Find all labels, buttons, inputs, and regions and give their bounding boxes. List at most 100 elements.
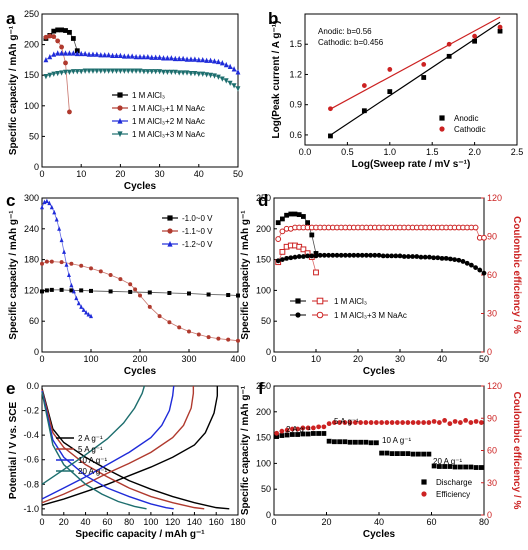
data-point (110, 68, 115, 74)
data-point (431, 255, 436, 261)
data-point (76, 300, 81, 306)
data-point (236, 338, 240, 343)
data-point (421, 420, 427, 425)
data-point (67, 29, 72, 35)
data-point (145, 53, 151, 60)
data-point (121, 68, 127, 74)
y-tick-label: 200 (24, 40, 39, 50)
data-point (63, 60, 68, 66)
x-tick-label: 0 (39, 517, 44, 527)
data-point (497, 28, 503, 34)
annotation: Cathodic: b=0.456 (318, 38, 384, 47)
data-point (157, 69, 162, 75)
data-point (44, 288, 49, 293)
data-point (292, 254, 298, 260)
legend-marker (295, 312, 301, 318)
data-point (292, 211, 298, 217)
data-point (212, 58, 217, 64)
series-0 (328, 21, 503, 139)
data-point (187, 291, 191, 296)
data-point (89, 288, 93, 293)
data-point (223, 61, 229, 68)
data-point (481, 270, 487, 276)
data-point (300, 246, 307, 253)
data-point (313, 253, 319, 259)
x-tick-label: 60 (102, 517, 112, 527)
data-point (188, 70, 194, 77)
data-point (426, 420, 432, 425)
y2-tick-label: 60 (487, 446, 497, 456)
data-point (284, 255, 289, 261)
x-tick-label: 80 (124, 517, 134, 527)
data-point (51, 71, 57, 77)
legend-entry: Cathodic (439, 125, 486, 134)
series-1 (40, 259, 240, 343)
data-point (121, 53, 127, 59)
data-point (309, 253, 315, 259)
data-point (275, 220, 281, 226)
data-point (343, 252, 348, 258)
legend-entry: Anodic (439, 114, 478, 123)
data-point (49, 204, 54, 210)
x-tick-label: 160 (209, 517, 224, 527)
y-axis-label: Specific capacity / mAh g⁻¹ (240, 385, 251, 515)
y-axis-label: Log(Peak current / A g⁻¹) (271, 21, 282, 139)
data-point (86, 312, 91, 317)
data-point (368, 252, 373, 258)
data-point (275, 258, 281, 264)
y-tick-label: 0 (34, 347, 39, 357)
data-point (43, 57, 49, 63)
data-point (316, 431, 322, 436)
data-point (389, 451, 395, 456)
data-point (177, 325, 182, 330)
data-point (226, 293, 231, 298)
data-point (452, 464, 458, 470)
data-point (389, 420, 395, 425)
x-tick-label: 10 (76, 169, 86, 179)
data-point (216, 74, 221, 80)
y-axis-label: Specific capacity / mAh g⁻¹ (240, 210, 251, 340)
x-axis-label: Specific capacity / mAh g⁻¹ (75, 529, 205, 540)
data-point (167, 320, 172, 325)
y-tick-label: 0 (34, 162, 39, 172)
data-point (347, 252, 352, 258)
y-tick-label: 0.0 (26, 381, 39, 391)
data-point (219, 60, 225, 66)
data-point (468, 464, 474, 470)
y-tick-label: 150 (256, 255, 271, 265)
panel-letter: e (6, 379, 15, 398)
panel-letter: d (258, 191, 268, 210)
data-point (436, 420, 442, 425)
data-point (410, 254, 415, 259)
data-point (435, 255, 441, 261)
x-tick-label: 2.5 (511, 147, 524, 157)
data-point (288, 255, 294, 261)
data-point (231, 83, 237, 89)
y-tick-label: 200 (256, 407, 271, 417)
data-point (368, 440, 374, 446)
data-point (114, 68, 119, 74)
x-tick-label: 2.0 (468, 147, 481, 157)
data-point (227, 63, 233, 70)
data-point (49, 259, 54, 264)
data-point (427, 254, 432, 260)
y-axis-label: Specific capacity / mAh g⁻¹ (8, 25, 19, 155)
legend-label: 1 M AlCl₃+3 M NaAc (132, 130, 205, 139)
legend-marker (295, 298, 301, 304)
data-point (79, 288, 84, 293)
data-point (54, 217, 59, 222)
x-tick-label: 20 (59, 517, 69, 527)
panel-letter: f (258, 379, 264, 398)
data-point (67, 50, 72, 56)
data-point (326, 421, 332, 427)
data-point (279, 249, 286, 255)
data-point (274, 434, 280, 439)
y-tick-label: -0.6 (23, 455, 39, 465)
curve-charge (41, 392, 147, 510)
data-point (168, 69, 174, 76)
series-2 (41, 385, 175, 510)
data-point (206, 292, 211, 297)
data-point (410, 420, 416, 425)
data-point (418, 254, 424, 260)
data-point (165, 69, 170, 76)
